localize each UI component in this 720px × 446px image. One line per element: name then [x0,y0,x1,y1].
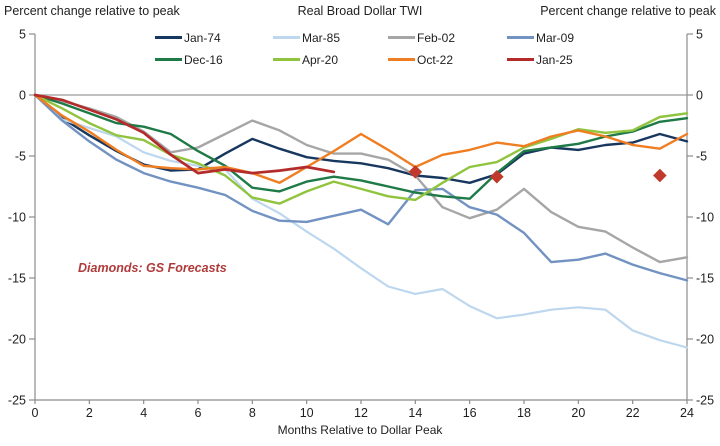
legend-item-dec-16: Dec-16 [155,52,223,67]
legend-swatch-jan-74 [155,36,182,39]
y-tick-label-right: -20 [696,333,714,347]
series-line-oct-22 [33,93,689,185]
series-line-apr-20 [33,93,689,205]
y-tick-label-left: -5 [15,150,26,164]
x-tick-label: 12 [354,406,368,420]
legend-label: Mar-09 [536,30,575,45]
y-tick-label-right: 5 [696,28,703,42]
legend-label: Jan-25 [536,52,573,67]
y-tick-label-left: -10 [8,211,26,225]
x-tick-label: 6 [195,406,202,420]
legend-item-jan-25: Jan-25 [507,52,573,67]
forecast-diamond [408,165,423,179]
y-tick-label-left: -20 [8,333,26,347]
y-tick-label-right: -5 [696,150,707,164]
forecast-annotation: Diamonds: GS Forecasts [78,261,227,275]
legend-swatch-feb-02 [388,36,415,39]
series-line-dec-16 [33,93,689,200]
legend-item-jan-74: Jan-74 [155,30,221,45]
left-axis-header: Percent change relative to peak [4,4,180,18]
x-tick-label: 2 [86,406,93,420]
legend-swatch-dec-16 [155,58,182,61]
x-axis-label: Months Relative to Dollar Peak [277,423,443,437]
legend-swatch-mar-85 [273,36,300,39]
legend-label: Apr-20 [302,52,339,67]
y-tick-label-right: -15 [696,272,714,286]
legend-swatch-apr-20 [273,58,300,61]
chart-title: Real Broad Dollar TWI [297,4,423,18]
legend-item-apr-20: Apr-20 [273,52,339,67]
x-tick-label: 14 [408,406,422,420]
series-line-feb-02 [33,93,689,264]
legend-label: Mar-85 [302,30,341,45]
y-tick-label-right: -10 [696,211,714,225]
y-tick-label-right: 0 [696,89,703,103]
legend-label: Feb-02 [417,30,456,45]
x-tick-label: 4 [140,406,147,420]
x-tick-label: 16 [463,406,477,420]
legend-swatch-mar-09 [507,36,534,39]
x-tick-label: 22 [626,406,640,420]
y-tick-label-left: 5 [19,28,26,42]
x-tick-label: 20 [571,406,585,420]
x-tick-label: 24 [680,406,694,420]
legend-label: Oct-22 [417,52,454,67]
y-tick-label-left: -15 [8,272,26,286]
y-tick-label-right: -25 [696,394,714,408]
legend-item-oct-22: Oct-22 [388,52,454,67]
forecast-diamond [490,169,504,184]
x-tick-label: 18 [517,406,531,420]
x-tick-label: 8 [249,406,256,420]
x-tick-label: 0 [32,406,39,420]
series-line-mar-85 [33,93,689,349]
legend-swatch-jan-25 [507,58,534,61]
x-tick-label: 10 [300,406,314,420]
forecast-diamond [653,168,667,183]
series-line-jan-25 [33,93,336,175]
legend-item-mar-09: Mar-09 [507,30,575,45]
legend-label: Jan-74 [184,30,221,45]
right-axis-header: Percent change relative to peak [540,4,716,18]
y-tick-label-left: -25 [8,394,26,408]
legend-swatch-oct-22 [388,58,415,61]
legend-label: Dec-16 [184,52,223,67]
legend: Jan-74 Mar-85 Feb-02 Mar-09 Dec-16 Apr-20 Oct-… [0,0,720,72]
series-line-mar-09 [33,93,689,282]
legend-item-mar-85: Mar-85 [273,30,341,45]
legend-item-feb-02: Feb-02 [388,30,456,45]
y-tick-label-left: 0 [19,89,26,103]
